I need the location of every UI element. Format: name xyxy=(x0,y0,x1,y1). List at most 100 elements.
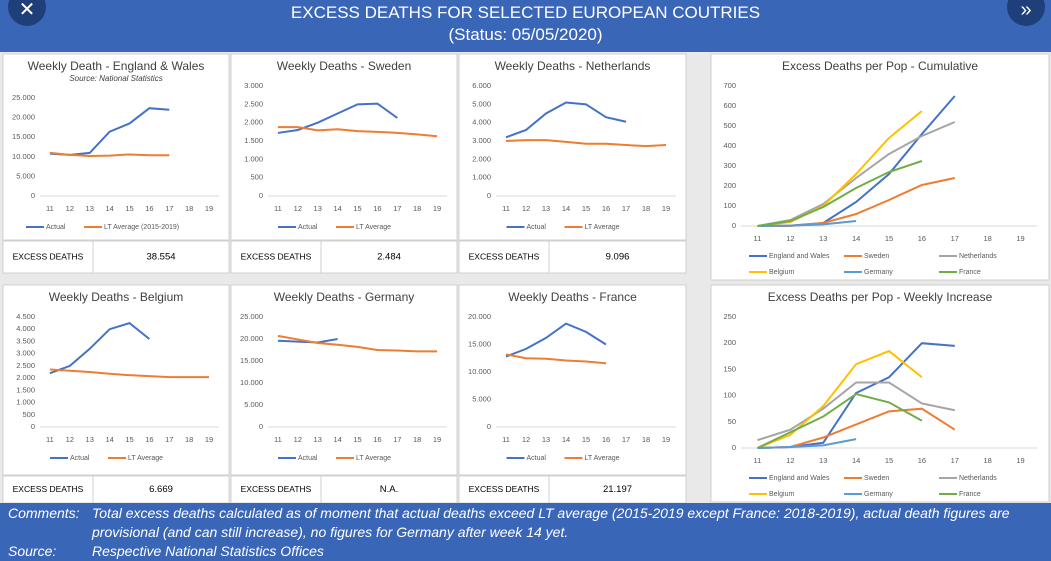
y-tick-label: 5.000 xyxy=(244,400,263,409)
x-tick-label: 14 xyxy=(105,204,113,213)
legend-label: France xyxy=(959,491,981,498)
panel xyxy=(2,53,230,241)
x-tick-label: 12 xyxy=(786,456,794,465)
panel xyxy=(710,284,1050,503)
x-tick-label: 16 xyxy=(602,204,610,213)
x-tick-label: 13 xyxy=(819,234,827,243)
series-line xyxy=(505,139,667,148)
excess-label: EXCESS DEATHS xyxy=(241,484,312,494)
x-tick-label: 11 xyxy=(754,234,762,243)
x-tick-label: 15 xyxy=(885,456,893,465)
x-tick-label: 17 xyxy=(165,204,173,213)
y-tick-label: 0 xyxy=(259,422,263,431)
y-tick-label: 25.000 xyxy=(12,93,35,102)
comments: Total excess deaths calculated as of mom… xyxy=(92,505,1010,540)
series-line xyxy=(277,102,398,134)
series-line xyxy=(505,353,607,365)
y-tick-label: 0 xyxy=(732,443,736,452)
x-tick-label: 17 xyxy=(622,435,630,444)
y-tick-label: 20.000 xyxy=(12,113,35,122)
y-tick-label: 3.000 xyxy=(16,349,35,358)
x-tick-label: 14 xyxy=(852,234,860,243)
close-button[interactable]: ✕ xyxy=(8,0,46,26)
y-tick-label: 0 xyxy=(259,191,263,200)
excess-label: EXCESS DEATHS xyxy=(13,484,84,494)
legend-label: Netherlands xyxy=(959,475,997,482)
y-tick-label: 3.000 xyxy=(244,81,263,90)
chart-subtitle: Source: National Statistics xyxy=(69,74,162,83)
y-tick-label: 3.500 xyxy=(16,336,35,345)
x-tick-label: 18 xyxy=(642,204,650,213)
excess-label-cell xyxy=(458,240,550,274)
x-tick-label: 17 xyxy=(622,204,630,213)
source: Respective National Statistics Offices xyxy=(92,543,324,559)
footer: Comments: Total excess deaths calculated… xyxy=(0,503,1051,561)
y-tick-label: 1.000 xyxy=(16,398,35,407)
x-tick-label: 17 xyxy=(951,456,959,465)
series-line xyxy=(757,160,923,227)
excess-label: EXCESS DEATHS xyxy=(241,251,312,261)
x-tick-label: 16 xyxy=(145,204,153,213)
y-tick-label: 15.000 xyxy=(12,132,35,141)
y-tick-label: 250 xyxy=(723,312,736,321)
x-tick-label: 16 xyxy=(918,456,926,465)
x-tick-label: 11 xyxy=(46,435,54,444)
x-tick-label: 19 xyxy=(433,204,441,213)
y-tick-label: 0 xyxy=(487,191,491,200)
x-tick-label: 11 xyxy=(274,204,282,213)
y-tick-label: 2.500 xyxy=(244,99,263,108)
y-tick-label: 1.500 xyxy=(244,136,263,145)
series-line xyxy=(757,220,857,227)
x-tick-label: 11 xyxy=(502,204,510,213)
x-tick-label: 15 xyxy=(125,204,133,213)
chart-title: Weekly Deaths - France xyxy=(508,290,637,304)
x-tick-label: 18 xyxy=(413,435,421,444)
panel xyxy=(458,284,687,476)
y-tick-label: 500 xyxy=(250,173,263,182)
excess-value-cell xyxy=(548,240,687,274)
excess-value: N.A. xyxy=(380,484,398,495)
excess-label-cell xyxy=(230,475,322,503)
y-tick-label: 0 xyxy=(31,422,35,431)
x-tick-label: 19 xyxy=(205,435,213,444)
legend-label: LT Average xyxy=(356,224,391,231)
y-tick-label: 100 xyxy=(723,391,736,400)
x-tick-label: 13 xyxy=(86,204,94,213)
y-tick-label: 3.000 xyxy=(472,136,491,145)
x-tick-label: 12 xyxy=(66,435,74,444)
y-tick-label: 5.000 xyxy=(16,171,35,180)
x-tick-label: 16 xyxy=(602,435,610,444)
x-tick-label: 13 xyxy=(314,204,322,213)
excess-value: 9.096 xyxy=(606,252,630,263)
next-button[interactable]: » xyxy=(1007,0,1045,26)
legend-label: France xyxy=(959,269,981,276)
x-tick-label: 15 xyxy=(582,435,590,444)
legend-label: Germany xyxy=(864,491,893,498)
chart-title: Weekly Deaths - Belgium xyxy=(49,290,184,304)
x-tick-label: 19 xyxy=(433,435,441,444)
x-tick-label: 13 xyxy=(819,456,827,465)
comments-label: Comments: xyxy=(8,505,80,521)
legend-label: Belgium xyxy=(769,269,794,276)
chart-title: Weekly Deaths - Sweden xyxy=(277,59,412,73)
y-tick-label: 15.000 xyxy=(468,339,491,348)
x-tick-label: 18 xyxy=(413,204,421,213)
header: ✕ » EXCESS DEATHS FOR SELECTED EUROPEAN … xyxy=(0,0,1051,52)
panel xyxy=(2,284,230,476)
x-tick-label: 13 xyxy=(86,435,94,444)
excess-label-cell xyxy=(2,475,94,503)
excess-value-cell xyxy=(92,240,230,274)
excess-value: 6.669 xyxy=(149,484,173,495)
y-tick-label: 700 xyxy=(723,81,736,90)
chart-title: Weekly Death - England & Wales xyxy=(28,59,205,73)
x-tick-label: 18 xyxy=(983,456,991,465)
y-tick-label: 600 xyxy=(723,101,736,110)
x-tick-label: 18 xyxy=(642,435,650,444)
chart-title: Excess Deaths per Pop - Weekly Increase xyxy=(768,290,993,304)
x-tick-label: 14 xyxy=(562,435,570,444)
legend-label: LT Average xyxy=(585,224,620,231)
x-tick-label: 16 xyxy=(373,204,381,213)
y-tick-label: 2.000 xyxy=(472,154,491,163)
